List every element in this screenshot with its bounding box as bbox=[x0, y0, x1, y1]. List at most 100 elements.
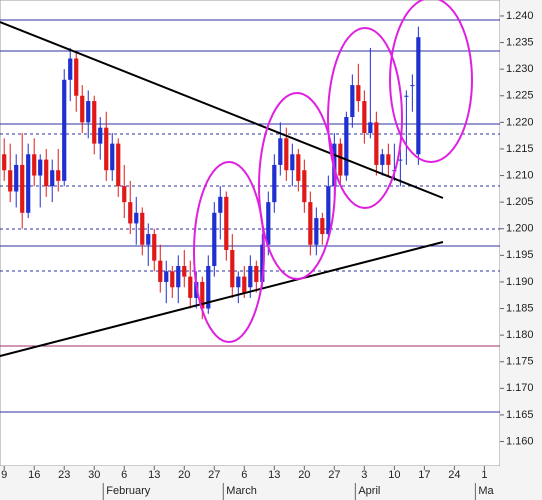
candle-body bbox=[44, 159, 49, 187]
y-tick-label: 1.175 bbox=[506, 356, 534, 368]
candle-body bbox=[368, 122, 373, 133]
candle-body bbox=[308, 202, 313, 245]
y-tick-label: 1.235 bbox=[506, 36, 534, 48]
y-tick-label: 1.190 bbox=[506, 276, 534, 288]
candle-body bbox=[248, 265, 253, 288]
candle-body bbox=[158, 260, 163, 282]
y-tick-label: 1.180 bbox=[506, 329, 534, 341]
candle-body bbox=[404, 95, 409, 97]
x-tick-label: 17 bbox=[418, 469, 430, 481]
x-tick-label: 1 bbox=[481, 469, 487, 481]
x-tick-label: 27 bbox=[208, 469, 220, 481]
candle-body bbox=[182, 265, 187, 277]
y-tick-label: 1.160 bbox=[506, 435, 534, 447]
y-tick-label: 1.240 bbox=[506, 10, 534, 22]
candle-body bbox=[314, 218, 319, 245]
candle-body bbox=[20, 164, 25, 213]
month-label: March bbox=[226, 485, 257, 497]
candle-body bbox=[218, 196, 223, 213]
candle-body bbox=[386, 154, 391, 165]
candle-body bbox=[284, 138, 289, 171]
candle-body bbox=[200, 281, 205, 309]
candle-body bbox=[254, 265, 259, 282]
candles bbox=[2, 26, 421, 320]
x-tick-label: 30 bbox=[88, 469, 100, 481]
x-tick-label: 24 bbox=[448, 469, 460, 481]
candle-body bbox=[2, 154, 7, 171]
x-axis-area bbox=[0, 466, 500, 500]
candle-body bbox=[212, 212, 217, 266]
highlight-ellipse bbox=[327, 27, 403, 209]
candle-body bbox=[296, 154, 301, 181]
candle-body bbox=[188, 276, 193, 298]
candle-body bbox=[362, 101, 367, 133]
candle-body bbox=[110, 143, 115, 171]
candle-body bbox=[116, 143, 121, 187]
candle-body bbox=[266, 202, 271, 245]
x-tick-label: 13 bbox=[268, 469, 280, 481]
x-tick-label: 6 bbox=[241, 469, 247, 481]
highlight-ellipse bbox=[389, 0, 473, 163]
trend-line bbox=[0, 21, 444, 199]
x-tick-label: 6 bbox=[121, 469, 127, 481]
candle-body bbox=[416, 37, 421, 155]
candle-body bbox=[38, 159, 43, 176]
candle-body bbox=[74, 58, 79, 96]
candle-body bbox=[320, 218, 325, 235]
candle-body bbox=[242, 276, 247, 293]
candle-body bbox=[224, 196, 229, 251]
candle-body bbox=[230, 250, 235, 288]
x-tick-label: 20 bbox=[178, 469, 190, 481]
x-tick-label: 3 bbox=[361, 469, 367, 481]
candle-body bbox=[326, 186, 331, 235]
candle-body bbox=[164, 271, 169, 282]
candle-body bbox=[86, 101, 91, 123]
candle-body bbox=[104, 127, 109, 171]
candle-body bbox=[14, 164, 19, 192]
x-tick-label: 16 bbox=[28, 469, 40, 481]
candle-body bbox=[272, 164, 277, 203]
y-tick-label: 1.210 bbox=[506, 169, 534, 181]
candle-body bbox=[350, 85, 355, 118]
candle-body bbox=[398, 159, 403, 161]
annotations bbox=[0, 0, 473, 357]
x-tick-label: 27 bbox=[328, 469, 340, 481]
y-tick-label: 1.195 bbox=[506, 249, 534, 261]
y-tick-label: 1.215 bbox=[506, 143, 534, 155]
candle-body bbox=[380, 154, 385, 165]
y-tick-label: 1.205 bbox=[506, 196, 534, 208]
trend-line bbox=[0, 241, 444, 357]
y-tick-label: 1.170 bbox=[506, 382, 534, 394]
y-tick-label: 1.165 bbox=[506, 409, 534, 421]
candle-body bbox=[128, 202, 133, 224]
x-tick-label: 13 bbox=[148, 469, 160, 481]
candle-body bbox=[50, 170, 55, 187]
x-tick-label: 23 bbox=[58, 469, 70, 481]
candle-body bbox=[152, 234, 157, 261]
y-tick-label: 1.225 bbox=[506, 90, 534, 102]
x-tick-label: 20 bbox=[298, 469, 310, 481]
candle-body bbox=[290, 154, 295, 171]
x-tick-label: 10 bbox=[388, 469, 400, 481]
y-tick-label: 1.230 bbox=[506, 63, 534, 75]
candle-body bbox=[260, 244, 265, 282]
month-label: February bbox=[106, 485, 151, 497]
highlight-ellipse bbox=[258, 92, 336, 280]
y-tick-label: 1.185 bbox=[506, 302, 534, 314]
candle-body bbox=[8, 170, 13, 192]
candle-body bbox=[338, 143, 343, 176]
candle-body bbox=[68, 58, 73, 80]
candle-body bbox=[410, 85, 415, 87]
candle-body bbox=[140, 212, 145, 245]
candle-body bbox=[56, 170, 61, 181]
candle-body bbox=[32, 154, 37, 176]
x-tick-label: 9 bbox=[1, 469, 7, 481]
candle-body bbox=[374, 122, 379, 165]
candle-body bbox=[146, 234, 151, 245]
candle-body bbox=[134, 212, 139, 224]
candle-body bbox=[62, 79, 67, 181]
candle-body bbox=[170, 271, 175, 288]
y-tick-label: 1.220 bbox=[506, 116, 534, 128]
candle-body bbox=[80, 95, 85, 123]
month-label: Ma bbox=[478, 485, 494, 497]
